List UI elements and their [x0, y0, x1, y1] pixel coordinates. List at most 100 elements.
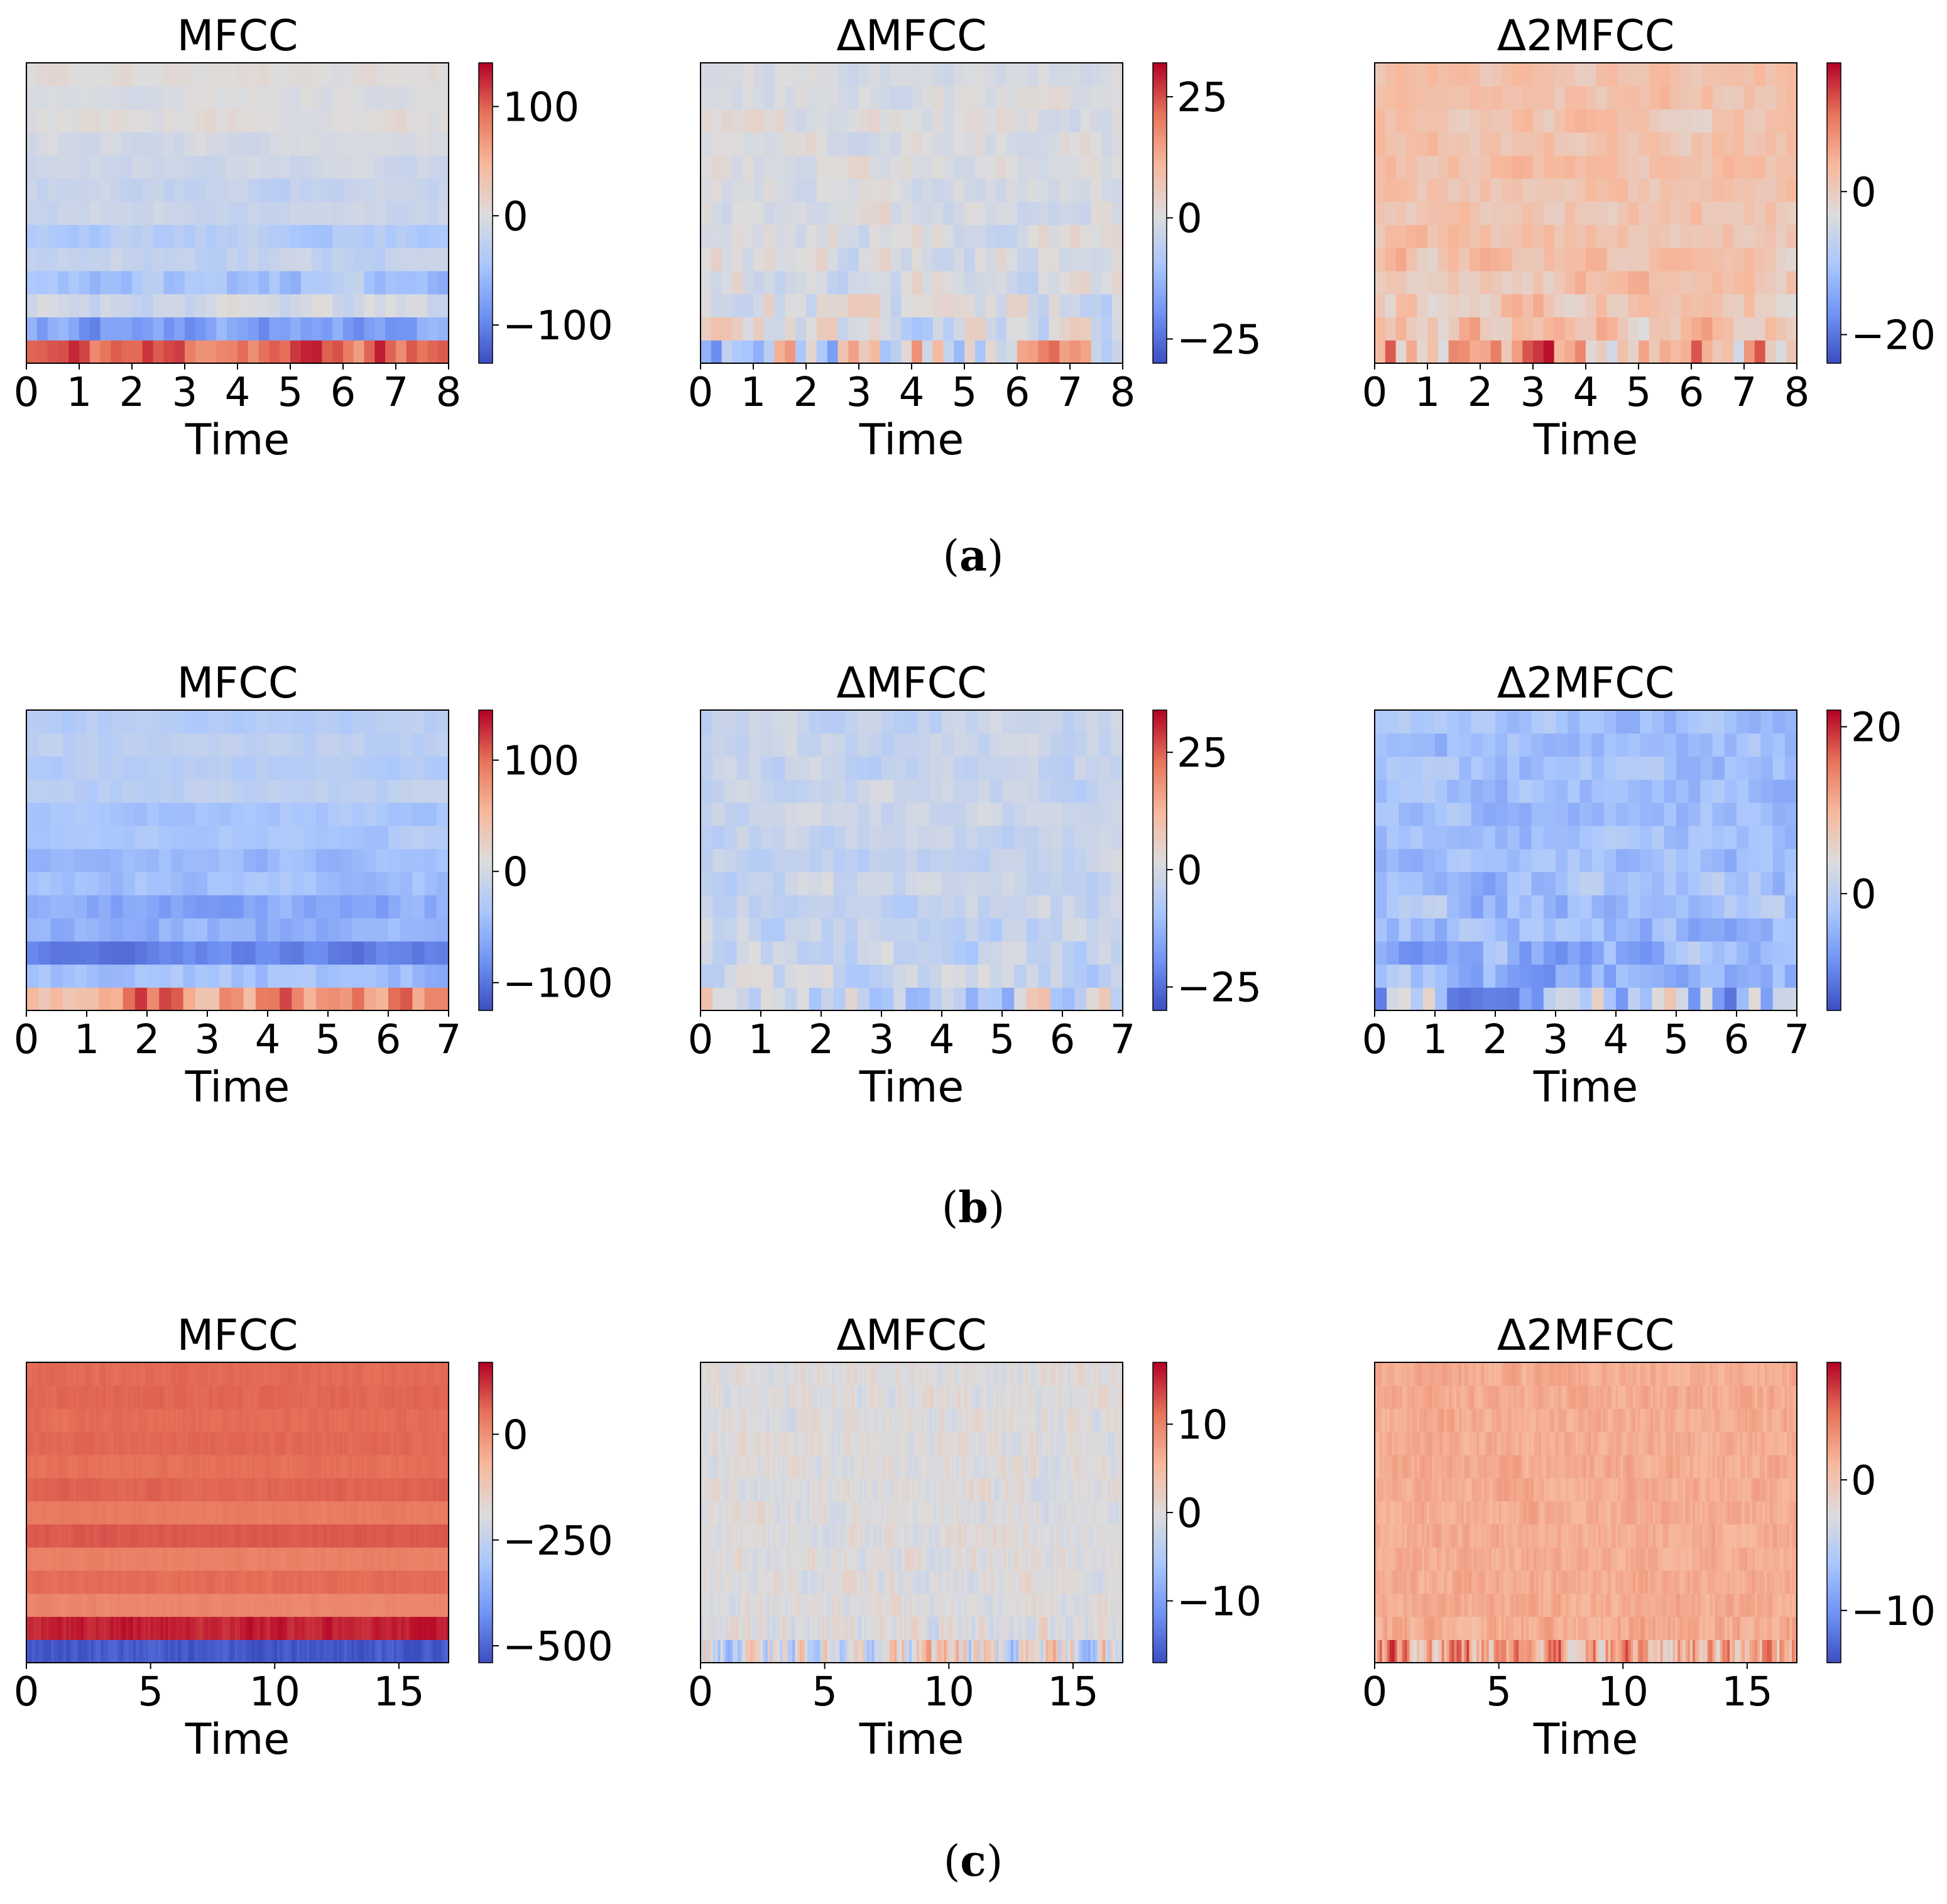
colorbar-segment — [1153, 820, 1167, 823]
heatmap-cell — [806, 224, 817, 248]
colorbar-segment — [479, 112, 493, 116]
heatmap-cell — [343, 224, 354, 248]
heatmap-cell — [259, 1570, 263, 1594]
colorbar-segment — [1153, 900, 1167, 904]
colorbar-segment — [1827, 280, 1841, 284]
colorbar-segment — [1827, 985, 1841, 988]
heatmap-cell — [1568, 895, 1580, 919]
heatmap-cell — [1691, 132, 1703, 156]
heatmap-cell — [205, 63, 217, 87]
heatmap-cell — [1691, 109, 1703, 133]
heatmap-cells — [1375, 63, 1797, 364]
heatmap-cell — [90, 1616, 94, 1640]
heatmap-cell — [384, 1616, 387, 1640]
colorbar-segment — [1827, 875, 1841, 878]
heatmap-cell — [210, 1616, 214, 1640]
colorbar-segment — [479, 353, 493, 356]
heatmap-cell — [258, 224, 270, 248]
heatmap-cell — [58, 109, 69, 133]
colorbar-segment — [479, 828, 493, 831]
heatmap-cell — [701, 825, 713, 850]
heatmap-cell — [227, 109, 238, 133]
heatmap-cell — [364, 941, 377, 965]
colorbar-segment — [1153, 792, 1167, 796]
colorbar-segment — [1153, 70, 1167, 74]
x-axis-label: Time — [185, 415, 290, 465]
heatmap-cell — [1101, 270, 1113, 295]
colorbar-segment — [1153, 980, 1167, 983]
heatmap-cell — [113, 1501, 116, 1524]
heatmap-cell — [171, 964, 184, 988]
colorbar-segment — [1827, 225, 1841, 229]
heatmap-cell — [1775, 178, 1787, 202]
colorbar-segment — [1153, 85, 1167, 89]
heatmap-cell — [438, 293, 449, 318]
heatmap-cell — [1410, 964, 1424, 988]
heatmap-cell — [1744, 155, 1755, 179]
heatmap-cell — [1712, 317, 1723, 341]
heatmap-cell — [232, 1639, 236, 1663]
heatmap-cell — [371, 1639, 375, 1663]
heatmap-cell — [74, 733, 87, 757]
heatmap-cell — [280, 733, 292, 757]
heatmap-cell — [222, 1501, 226, 1524]
colorbar-segment — [1153, 150, 1167, 153]
heatmap-cell — [79, 1639, 82, 1663]
colorbar-segment — [479, 985, 493, 988]
heatmap-cell — [212, 1524, 216, 1548]
heatmap-cell — [247, 1547, 251, 1571]
heatmap-cell — [1676, 872, 1689, 895]
heatmap-cell — [160, 1593, 164, 1617]
heatmap-cell — [111, 1547, 114, 1571]
heatmap-cell — [1027, 224, 1039, 248]
heatmap-cell — [349, 1501, 352, 1524]
colorbar-segment — [1153, 958, 1167, 961]
heatmap-cell — [821, 733, 834, 757]
heatmap-cell — [711, 224, 723, 248]
colorbar-segment — [1153, 278, 1167, 282]
heatmap-cell — [257, 1593, 261, 1617]
heatmap-cell — [26, 293, 38, 318]
colorbar-segment — [1827, 719, 1841, 723]
colorbar-segment — [1827, 265, 1841, 269]
colorbar-segment — [1153, 877, 1167, 881]
heatmap-cell — [1712, 802, 1725, 826]
heatmap-cell — [1616, 848, 1628, 872]
heatmap-cell — [1533, 178, 1544, 202]
heatmap-cell — [1596, 201, 1608, 225]
heatmap-cell — [26, 964, 39, 988]
heatmap-cell — [153, 1570, 156, 1594]
heatmap-cell — [1435, 872, 1448, 895]
heatmap-cell — [439, 1524, 442, 1548]
heatmap-cell — [869, 895, 882, 919]
heatmap-cell — [319, 1593, 322, 1617]
heatmap-cell — [354, 1570, 357, 1594]
colorbar-segment — [1153, 155, 1167, 158]
heatmap-cell — [1470, 178, 1481, 202]
colorbar-segment — [1153, 983, 1167, 986]
heatmap-cell — [1748, 848, 1761, 872]
heatmap-cell — [795, 248, 807, 271]
heatmap-cell — [376, 779, 389, 803]
heatmap-cell — [1640, 733, 1653, 757]
colorbar-segment — [1153, 948, 1167, 951]
heatmap-cell — [833, 872, 846, 895]
heatmap-cell — [304, 1570, 308, 1594]
colorbar-segment — [1153, 910, 1167, 914]
heatmap-cell — [431, 1639, 434, 1663]
heatmap-cell — [1522, 178, 1534, 202]
heatmap-cell — [833, 941, 846, 965]
colorbar-segment — [1153, 887, 1167, 891]
heatmap-cell — [89, 178, 101, 202]
heatmap-cell — [954, 710, 966, 734]
colorbar-segment — [1827, 897, 1841, 901]
heatmap-cell — [353, 178, 365, 202]
heatmap-cell — [1586, 201, 1597, 225]
heatmap-cell — [48, 1639, 52, 1663]
heatmap-cell — [93, 1570, 97, 1594]
heatmap-cell — [1050, 848, 1063, 872]
heatmap-cell — [386, 1570, 390, 1594]
heatmap-cell — [827, 201, 838, 225]
colorbar-segment — [1153, 240, 1167, 244]
heatmap-cell — [1784, 941, 1797, 965]
